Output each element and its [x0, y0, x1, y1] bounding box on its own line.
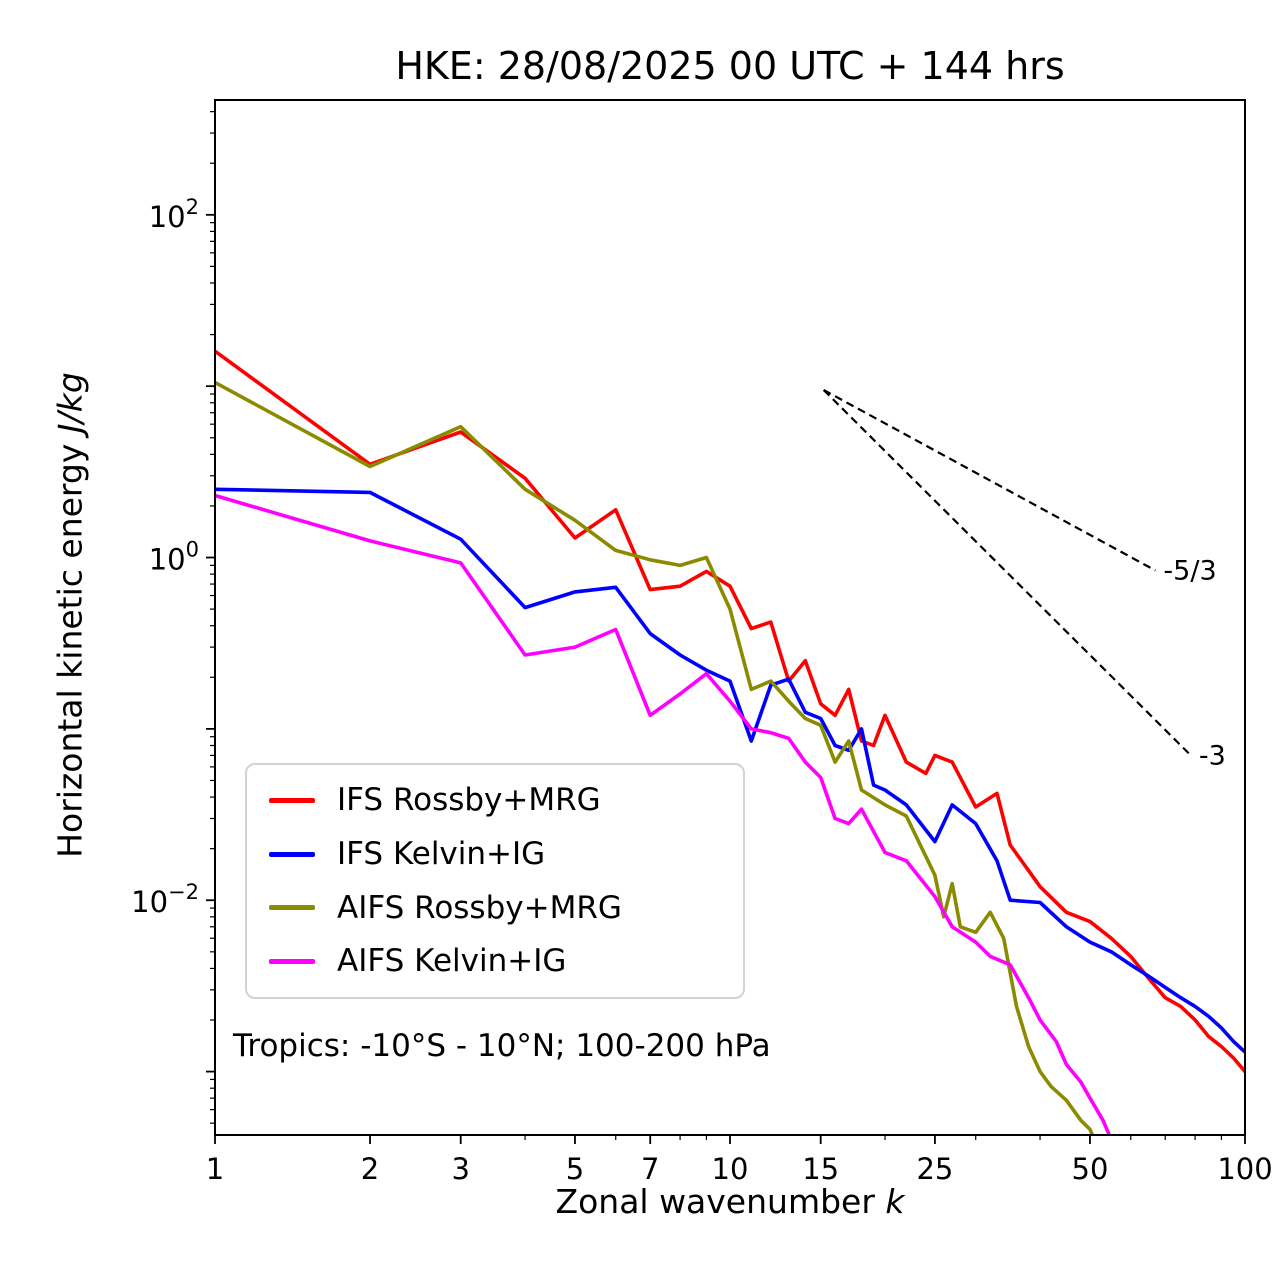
y-axis-label-text: Horizontal kinetic energy: [50, 433, 90, 858]
x-axis-label-text: Zonal wavenumber: [555, 1182, 886, 1221]
region-annotation: Tropics: -10°S - 10°N; 100-200 hPa: [233, 1028, 771, 1064]
x-tick-label: 10: [712, 1152, 749, 1186]
chart-title: HKE: 28/08/2025 00 UTC + 144 hrs: [395, 44, 1065, 88]
x-tick-label: 15: [802, 1152, 839, 1186]
y-axis-label-units: J/kg: [50, 372, 90, 434]
x-tick-label: 100: [1217, 1152, 1272, 1186]
legend-label: IFS Rossby+MRG: [337, 782, 601, 818]
legend-label: AIFS Kelvin+IG: [337, 943, 567, 980]
legend-item: AIFS Rossby+MRG: [269, 889, 721, 928]
legend-item: AIFS Kelvin+IG: [269, 942, 721, 981]
x-axis-label: Zonal wavenumber k: [555, 1182, 904, 1221]
plot-area: [215, 349, 1245, 1135]
series-line-aifs-rossby-mrg: [215, 380, 1095, 1135]
x-axis-label-var: k: [885, 1182, 905, 1221]
legend-swatch: [269, 959, 315, 965]
legend: IFS Rossby+MRG IFS Kelvin+IG AIFS Rossby+M…: [245, 763, 745, 999]
x-tick-label: 3: [451, 1152, 469, 1186]
reference-line-three: [822, 389, 1192, 757]
y-tick-label: 10−2: [131, 880, 199, 919]
legend-swatch: [269, 905, 315, 911]
x-tick-label: 5: [566, 1152, 584, 1186]
slope-label-five-thirds: -5/3: [1163, 556, 1216, 587]
legend-item: IFS Rossby+MRG: [269, 781, 721, 820]
series-line-ifs-rossby-mrg: [215, 349, 1245, 1074]
y-tick-label: 102: [149, 195, 199, 234]
reference-line-five-thirds: [823, 389, 1156, 572]
x-tick-label: 7: [641, 1152, 659, 1186]
y-axis-label: Horizontal kinetic energy J/kg: [51, 372, 90, 858]
legend-item: IFS Kelvin+IG: [269, 835, 721, 874]
series-line-ifs-kelvin-ig: [215, 487, 1245, 1054]
x-tick-label: 1: [206, 1152, 224, 1186]
y-tick-label: 100: [149, 538, 199, 577]
legend-swatch: [269, 797, 315, 803]
legend-swatch: [269, 851, 315, 857]
x-tick-label: 25: [916, 1152, 953, 1186]
x-tick-label: 50: [1072, 1152, 1109, 1186]
legend-label: IFS Kelvin+IG: [337, 835, 546, 872]
slope-label-three: -3: [1199, 740, 1226, 771]
x-tick-label: 2: [361, 1152, 379, 1186]
series-line-aifs-kelvin-ig: [215, 493, 1112, 1135]
legend-label: AIFS Rossby+MRG: [337, 889, 622, 926]
